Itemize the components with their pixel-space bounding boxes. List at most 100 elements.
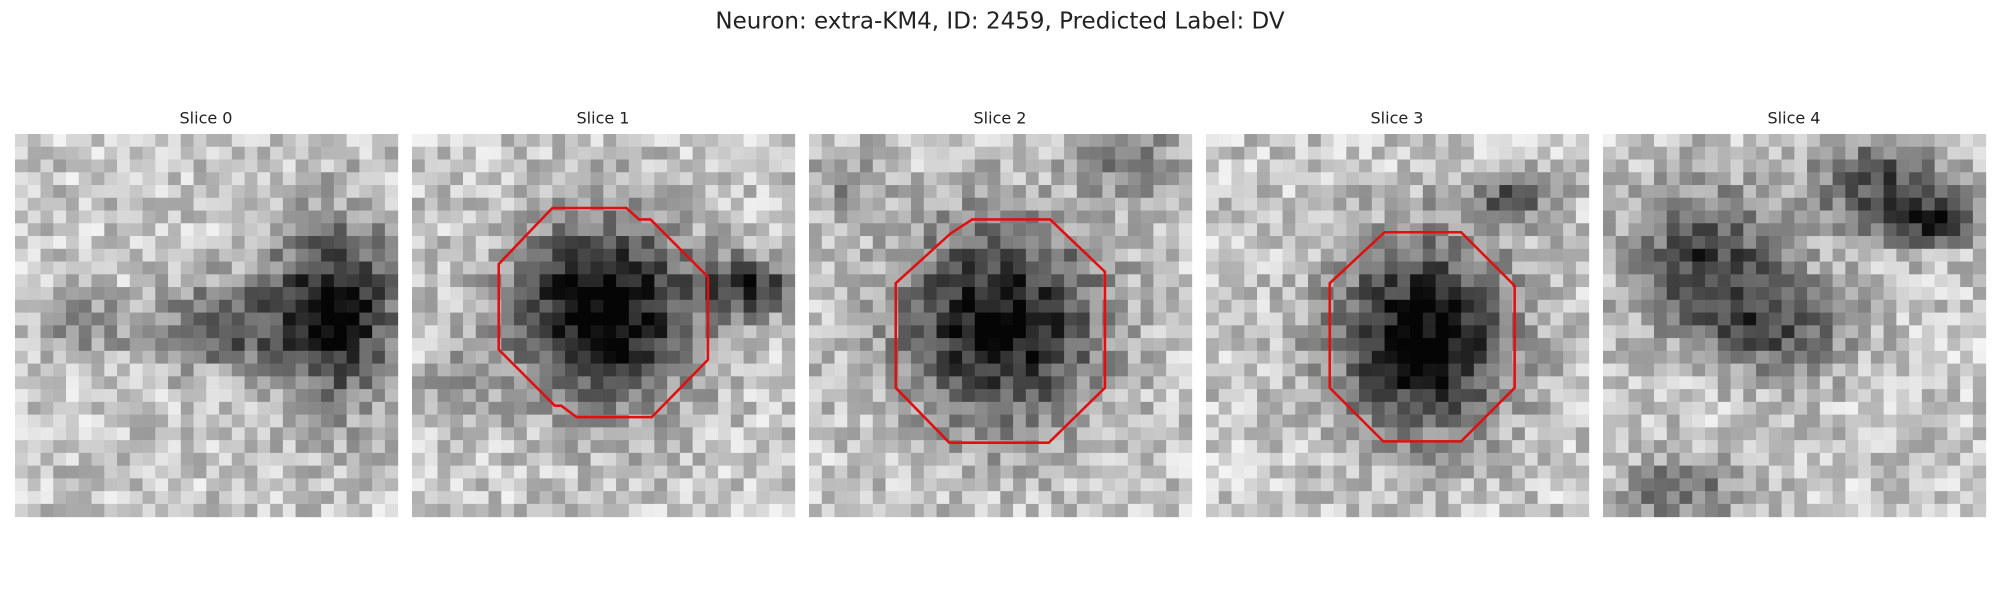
pixel xyxy=(962,376,976,390)
pixel xyxy=(1512,491,1526,505)
pixel xyxy=(743,299,757,314)
pixel xyxy=(1781,312,1795,326)
pixel xyxy=(1870,401,1885,416)
pixel xyxy=(974,414,989,428)
pixel xyxy=(1730,223,1744,237)
pixel xyxy=(1537,478,1551,492)
pixel xyxy=(15,172,29,186)
pixel xyxy=(577,185,592,199)
pixel xyxy=(514,146,528,161)
pixel xyxy=(743,376,757,390)
pixel xyxy=(603,389,617,403)
pixel xyxy=(78,503,93,518)
pixel xyxy=(1371,350,1386,365)
pixel xyxy=(1435,146,1449,161)
pixel xyxy=(1641,338,1655,352)
pixel xyxy=(1435,248,1449,263)
pixel xyxy=(667,440,681,454)
pixel xyxy=(155,159,169,173)
pixel xyxy=(692,338,706,352)
pixel xyxy=(1641,287,1655,301)
pixel xyxy=(756,287,770,301)
pixel xyxy=(872,223,887,237)
pixel xyxy=(78,210,93,224)
pixel xyxy=(1473,134,1488,148)
pixel xyxy=(1076,440,1091,454)
pixel xyxy=(667,274,681,288)
pixel xyxy=(1127,414,1142,428)
pixel xyxy=(781,312,796,326)
pixel xyxy=(206,210,220,224)
pixel xyxy=(1076,172,1091,186)
pixel xyxy=(1448,261,1462,275)
pixel xyxy=(1870,223,1885,237)
pixel xyxy=(1384,223,1398,237)
pixel xyxy=(1654,452,1668,467)
pixel xyxy=(219,389,233,403)
pixel xyxy=(1178,185,1193,199)
pixel xyxy=(1051,274,1065,288)
pixel xyxy=(384,414,399,428)
pixel xyxy=(308,248,322,263)
pixel xyxy=(1819,440,1834,454)
pixel xyxy=(463,414,477,428)
pixel xyxy=(603,159,617,173)
pixel xyxy=(180,172,195,186)
pixel xyxy=(743,287,757,301)
pixel xyxy=(450,325,464,339)
pixel xyxy=(1257,465,1271,479)
pixel xyxy=(1115,312,1129,326)
pixel xyxy=(1628,427,1642,441)
pixel xyxy=(1550,338,1564,352)
pixel xyxy=(231,440,246,454)
pixel xyxy=(359,146,373,161)
pixel xyxy=(359,376,373,390)
pixel xyxy=(1013,146,1027,161)
pixel xyxy=(282,325,297,339)
pixel xyxy=(1883,134,1897,148)
pixel xyxy=(1921,440,1936,454)
pixel xyxy=(1550,350,1564,365)
pixel xyxy=(15,146,29,161)
pixel xyxy=(27,197,42,212)
pixel xyxy=(1819,261,1834,275)
pixel xyxy=(821,312,836,326)
pixel xyxy=(1794,389,1808,403)
pixel xyxy=(1089,401,1103,416)
pixel xyxy=(1654,210,1668,224)
pixel xyxy=(475,414,490,428)
pixel xyxy=(1013,223,1027,237)
pixel xyxy=(501,401,515,416)
pixel xyxy=(1960,274,1974,288)
pixel xyxy=(1603,248,1617,263)
pixel xyxy=(282,452,297,467)
pixel xyxy=(1461,146,1475,161)
pixel xyxy=(424,491,439,505)
pixel xyxy=(1231,287,1245,301)
pixel xyxy=(936,465,950,479)
pixel xyxy=(117,376,131,390)
pixel xyxy=(206,197,220,212)
pixel xyxy=(1397,338,1411,352)
pixel xyxy=(1308,299,1322,314)
pixel xyxy=(1486,452,1500,467)
pixel xyxy=(1845,363,1859,377)
pixel xyxy=(1371,503,1386,518)
pixel xyxy=(1140,146,1154,161)
pixel xyxy=(923,274,938,288)
pixel xyxy=(565,287,579,301)
pixel xyxy=(1832,274,1846,288)
pixel xyxy=(193,146,207,161)
pixel xyxy=(1870,287,1885,301)
pixel xyxy=(1794,223,1808,237)
pixel xyxy=(1178,350,1193,365)
pixel xyxy=(1499,236,1513,250)
pixel xyxy=(244,172,258,186)
pixel xyxy=(1870,274,1885,288)
pixel xyxy=(1832,338,1846,352)
pixel xyxy=(1845,376,1859,390)
pixel xyxy=(1756,414,1770,428)
pixel xyxy=(1563,376,1577,390)
pixel xyxy=(1947,389,1961,403)
pixel xyxy=(346,491,360,505)
